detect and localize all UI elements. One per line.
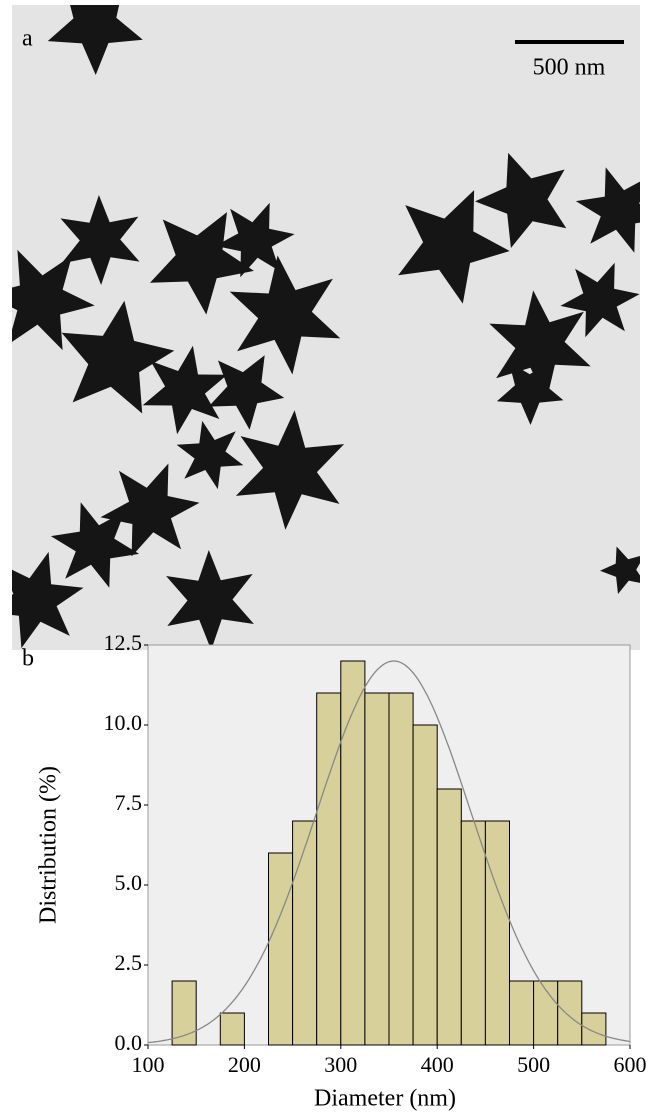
bar xyxy=(484,820,510,1046)
bar xyxy=(436,788,462,1046)
bar xyxy=(219,1012,245,1046)
particle xyxy=(142,345,228,435)
y-tick-label: 5.0 xyxy=(115,870,143,895)
particle xyxy=(166,550,254,650)
x-tick-label: 200 xyxy=(228,1052,261,1077)
bar xyxy=(412,724,438,1046)
particle xyxy=(12,551,84,649)
bar xyxy=(533,980,559,1046)
bar xyxy=(460,820,486,1046)
particle xyxy=(475,152,567,248)
particle xyxy=(12,249,95,351)
y-axis-label: Distribution (%) xyxy=(36,766,62,924)
particle xyxy=(61,300,175,414)
particle xyxy=(235,410,345,530)
y-tick-label: 7.5 xyxy=(115,790,143,815)
particle xyxy=(176,420,244,490)
bar xyxy=(581,1012,607,1046)
x-axis-label: Diameter (nm) xyxy=(314,1086,456,1112)
bar xyxy=(316,692,342,1046)
particle xyxy=(208,355,285,430)
particle xyxy=(398,190,510,304)
panel-label-b: b xyxy=(22,646,34,672)
x-tick-label: 400 xyxy=(421,1052,454,1077)
particle xyxy=(100,463,200,557)
particle xyxy=(229,255,341,375)
bar xyxy=(509,980,535,1046)
bar xyxy=(340,660,366,1046)
x-tick-label: 600 xyxy=(614,1052,647,1077)
particle xyxy=(496,361,564,425)
particles xyxy=(12,5,640,650)
particle xyxy=(47,5,143,75)
y-tick-label: 12.5 xyxy=(104,630,143,655)
particle xyxy=(150,212,254,315)
y-tick-label: 10.0 xyxy=(104,710,143,735)
fit-curve xyxy=(147,660,631,1044)
scale-bar-label: 500 nm xyxy=(533,55,606,81)
bar xyxy=(388,692,414,1046)
particle xyxy=(60,195,140,285)
x-tick-label: 500 xyxy=(517,1052,550,1077)
particle xyxy=(560,262,640,338)
bar xyxy=(557,980,583,1046)
particle xyxy=(50,502,140,588)
panel-label-a: a xyxy=(22,26,33,52)
bar xyxy=(171,980,197,1046)
x-tick-label: 100 xyxy=(132,1052,165,1077)
particle xyxy=(600,546,640,594)
particle xyxy=(215,202,295,278)
x-tick-label: 300 xyxy=(324,1052,357,1077)
y-tick-label: 0.0 xyxy=(115,1030,143,1055)
y-tick-label: 2.5 xyxy=(115,950,143,975)
bar xyxy=(364,692,390,1046)
bar xyxy=(292,820,318,1046)
particle xyxy=(575,167,640,253)
bar xyxy=(268,852,294,1046)
